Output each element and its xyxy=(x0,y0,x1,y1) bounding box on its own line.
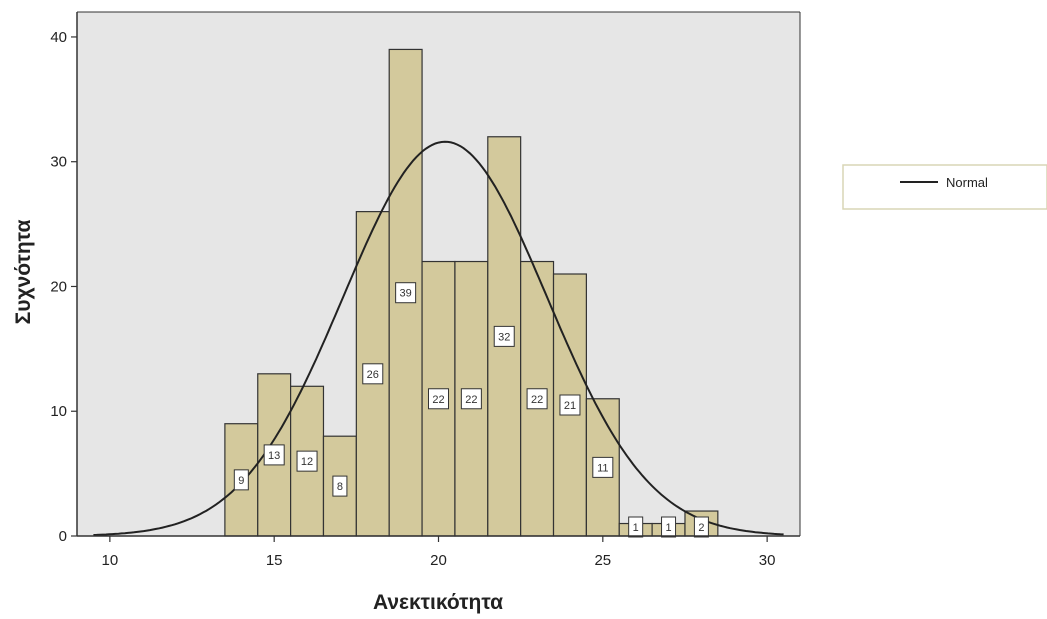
y-tick-label: 20 xyxy=(50,278,67,295)
axes-group: 0 10 20 30 40 10 15 20 25 30 xyxy=(50,11,801,569)
x-axis-title: Ανεκτικότητα xyxy=(373,591,503,614)
legend-box xyxy=(842,164,1047,210)
bar-value-label: 2 xyxy=(698,522,704,534)
legend-label: Normal xyxy=(946,175,988,190)
bar-label-box xyxy=(661,516,677,538)
bar-value-label: 39 xyxy=(400,288,412,300)
bar-label-box xyxy=(559,394,581,416)
bar-label-box xyxy=(296,450,318,472)
x-tick-label: 10 xyxy=(102,552,119,569)
bar-label-box xyxy=(332,475,348,497)
y-tick-label: 30 xyxy=(50,154,67,171)
y-tick-label: 40 xyxy=(50,29,67,46)
bar-label-box xyxy=(693,516,709,538)
x-tick-label: 15 xyxy=(266,552,283,569)
x-tick-label: 25 xyxy=(594,552,611,569)
x-tick-label: 20 xyxy=(430,552,447,569)
bar-label-box xyxy=(493,325,515,347)
bar-value-label: 22 xyxy=(531,394,543,406)
bar-value-label: 22 xyxy=(465,394,477,406)
bar-value-label: 11 xyxy=(597,462,608,474)
bar-label-box xyxy=(628,516,644,538)
bar-value-label: 32 xyxy=(498,331,510,343)
bar-value-label: 21 xyxy=(564,400,576,412)
bar-value-label: 9 xyxy=(238,475,244,487)
bar-value-label: 22 xyxy=(432,394,444,406)
bar-label-box xyxy=(592,456,614,478)
bar-value-label: 1 xyxy=(665,522,671,534)
y-tick-label: 0 xyxy=(59,528,67,545)
bar-value-label: 8 xyxy=(337,481,343,493)
bar-value-label: 13 xyxy=(268,450,280,462)
bar-label-box xyxy=(233,469,249,491)
y-axis-title: Συχνότητα xyxy=(12,220,35,325)
bar-label-box xyxy=(395,282,417,304)
bar-label-box xyxy=(526,388,548,410)
bar-label-box xyxy=(428,388,449,410)
y-tick-label: 10 xyxy=(50,403,67,420)
x-tick-label: 30 xyxy=(759,552,776,569)
bar-label-box xyxy=(362,363,384,385)
legend: Normal xyxy=(842,164,1047,210)
bar-value-label: 1 xyxy=(633,522,639,534)
normal-curve-line xyxy=(93,140,784,536)
bar-value-label: 26 xyxy=(367,369,379,381)
bar-label-box xyxy=(460,388,482,410)
bar-value-label: 12 xyxy=(301,456,313,468)
bar-label-box xyxy=(263,444,285,466)
